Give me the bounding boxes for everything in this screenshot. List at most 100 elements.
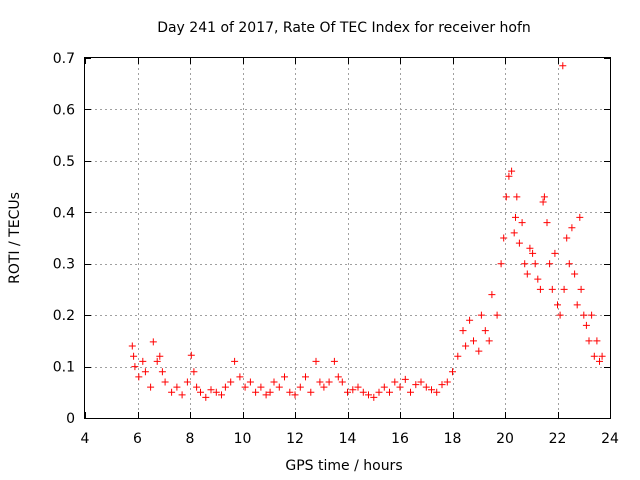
data-point [540, 193, 548, 201]
data-point [141, 368, 149, 376]
data-point [173, 383, 181, 391]
data-point [554, 301, 561, 309]
y-tick-label: 0.3 [53, 257, 75, 273]
x-tick-label: 18 [444, 431, 462, 447]
data-point [281, 373, 288, 381]
data-point [466, 316, 474, 324]
data-point [596, 357, 603, 365]
data-point [131, 363, 139, 371]
data-point [312, 357, 320, 365]
x-tick-label: 6 [133, 431, 142, 447]
data-point [236, 373, 244, 381]
x-tick-label: 20 [496, 431, 514, 447]
data-point [168, 388, 176, 396]
data-point [130, 352, 138, 360]
data-point [485, 337, 493, 345]
data-point [556, 311, 564, 319]
data-point [443, 378, 451, 386]
data-point [502, 193, 510, 201]
data-point [241, 383, 249, 391]
data-point [153, 357, 161, 365]
data-point [588, 311, 596, 319]
data-point [354, 383, 362, 391]
data-point [534, 275, 542, 283]
y-tick-label: 0.4 [53, 205, 75, 221]
data-points [128, 62, 606, 401]
x-axis-label: GPS time / hours [285, 458, 402, 474]
data-point [296, 383, 304, 391]
data-point [523, 270, 531, 278]
data-point [156, 352, 164, 360]
data-point [560, 285, 568, 293]
data-point [161, 378, 169, 386]
x-tick-label: 8 [186, 431, 195, 447]
data-point [183, 378, 191, 386]
y-tick-labels: 0 0.1 0.2 0.3 0.4 0.5 0.6 0.7 [53, 51, 75, 427]
data-point [470, 337, 477, 345]
data-point [266, 388, 274, 396]
data-point [221, 383, 229, 391]
data-point [227, 378, 235, 386]
data-point [396, 383, 404, 391]
data-point [139, 357, 147, 365]
data-point [510, 229, 518, 237]
data-point [197, 388, 204, 396]
data-point [302, 373, 309, 381]
data-point [568, 224, 576, 232]
x-tick-label: 22 [549, 431, 567, 447]
data-point [252, 388, 260, 396]
data-point [359, 388, 367, 396]
data-point [559, 62, 567, 70]
data-point [147, 383, 155, 391]
data-point [325, 378, 333, 386]
data-point [475, 347, 483, 355]
y-tick-label: 0.7 [53, 51, 75, 67]
data-point [449, 368, 456, 376]
data-point [593, 337, 601, 345]
data-point [202, 393, 210, 401]
data-point [513, 193, 521, 201]
data-point [307, 388, 315, 396]
data-point [548, 285, 556, 293]
x-tick-label: 4 [81, 431, 90, 447]
data-point [178, 391, 186, 399]
data-point [536, 285, 544, 293]
data-point [407, 388, 414, 396]
data-point [330, 357, 338, 365]
data-point [529, 249, 537, 257]
data-point [497, 260, 505, 268]
data-point [316, 378, 324, 386]
x-tick-label: 24 [601, 431, 619, 447]
data-point [477, 311, 485, 319]
x-tick-label: 16 [391, 431, 409, 447]
data-point [454, 352, 462, 360]
data-point [582, 321, 590, 329]
data-point [462, 342, 470, 350]
y-tick-label: 0.1 [53, 360, 75, 376]
y-axis-label: ROTI / TECUs [7, 192, 23, 284]
data-point [580, 311, 588, 319]
data-point [135, 373, 143, 381]
y-tick-label: 0.6 [53, 102, 75, 118]
data-point [488, 291, 496, 299]
data-point [257, 383, 265, 391]
data-point [286, 388, 294, 396]
data-point [551, 249, 559, 257]
data-point [433, 388, 441, 396]
data-point [531, 260, 539, 268]
data-point [246, 378, 254, 386]
data-point [573, 301, 581, 309]
data-point [500, 234, 508, 242]
data-point [577, 285, 585, 293]
data-point [539, 198, 547, 206]
data-point [515, 239, 523, 247]
data-point [565, 260, 573, 268]
data-point [508, 167, 516, 175]
data-point [585, 337, 593, 345]
data-point [422, 383, 430, 391]
data-point [563, 234, 571, 242]
x-tick-label: 14 [339, 431, 357, 447]
data-point [349, 386, 357, 394]
